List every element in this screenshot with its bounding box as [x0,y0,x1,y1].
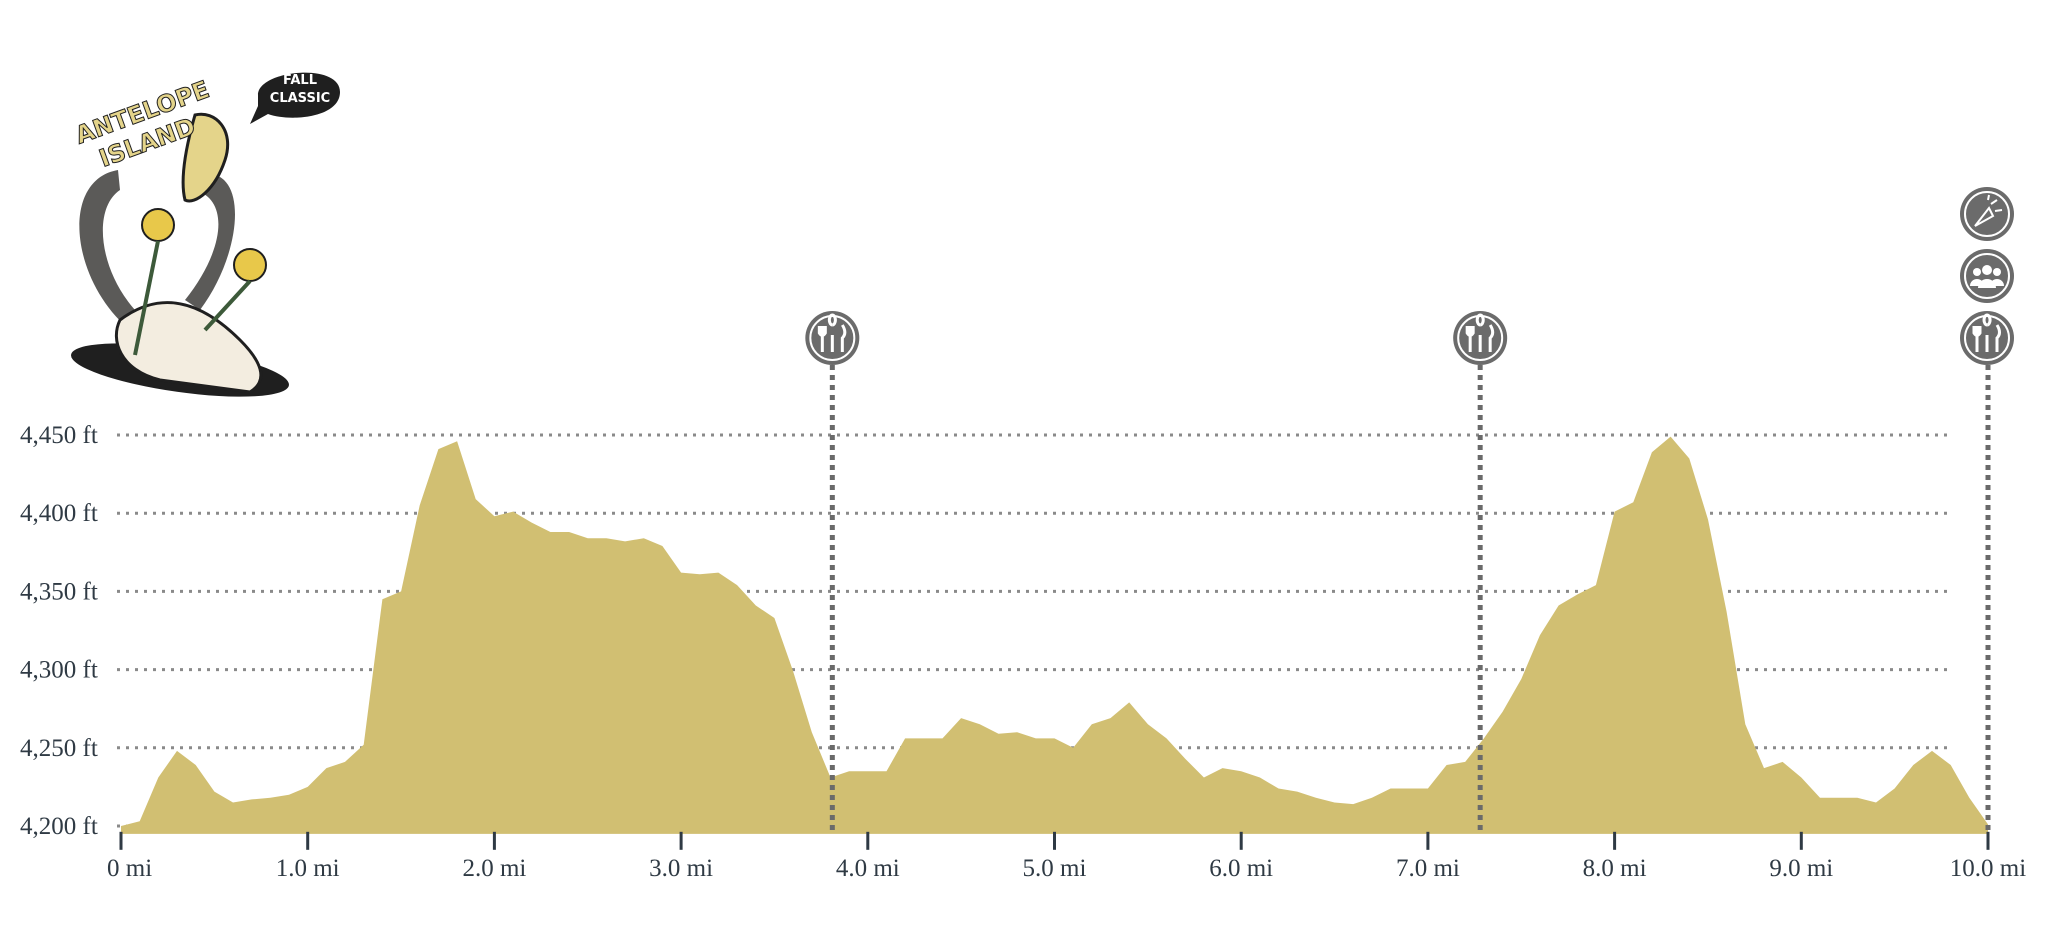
x-tick-label: 7.0 mi [1396,855,1460,882]
station-icon [1453,311,1508,365]
icon-ring [1960,249,2014,303]
icon-glyph [1465,313,1495,352]
y-tick-label: 4,200 ft [20,813,98,840]
station-icon [1960,311,2014,365]
x-tick-label: 4.0 mi [836,855,900,882]
y-tick-label: 4,400 ft [20,500,98,527]
y-tick-label: 4,450 ft [20,422,98,449]
x-tick-label: 10.0 mi [1950,855,2026,882]
x-tick-label: 1.0 mi [276,855,340,882]
icon-inner-ring [1964,191,2010,237]
y-tick-label: 4,300 ft [20,657,98,684]
x-tick-label: 8.0 mi [1583,855,1647,882]
logo: ANTELOPE ISLAND FALL CLASSIC [71,72,340,397]
x-tick-label: 0 mi [107,855,152,882]
x-tick-label: 2.0 mi [462,855,526,882]
icon-inner-ring [1964,253,2010,299]
icon-glyph [1993,268,2001,276]
icon-glyph [1974,194,2003,227]
x-tick-label: 5.0 mi [1023,855,1087,882]
elevation-area [121,436,1988,834]
icon-glyph [1970,279,2004,288]
icon-glyph [1972,313,2001,352]
station-icon [805,311,860,365]
y-tick-label: 4,350 ft [20,578,98,605]
icon-glyph [1973,268,1981,276]
x-tick-label: 6.0 mi [1209,855,1273,882]
logo-bubble: CLASSIC [270,91,330,106]
station-icon [1960,187,2014,241]
icon-glyph [1982,265,1992,275]
x-tick-label: 3.0 mi [649,855,713,882]
icon-ring [1960,187,2014,241]
icon-glyph [817,313,847,352]
station-icon [1960,249,2014,303]
logo-bubble: FALL [283,73,317,88]
y-tick-label: 4,250 ft [20,735,98,762]
x-tick-label: 9.0 mi [1769,855,1833,882]
